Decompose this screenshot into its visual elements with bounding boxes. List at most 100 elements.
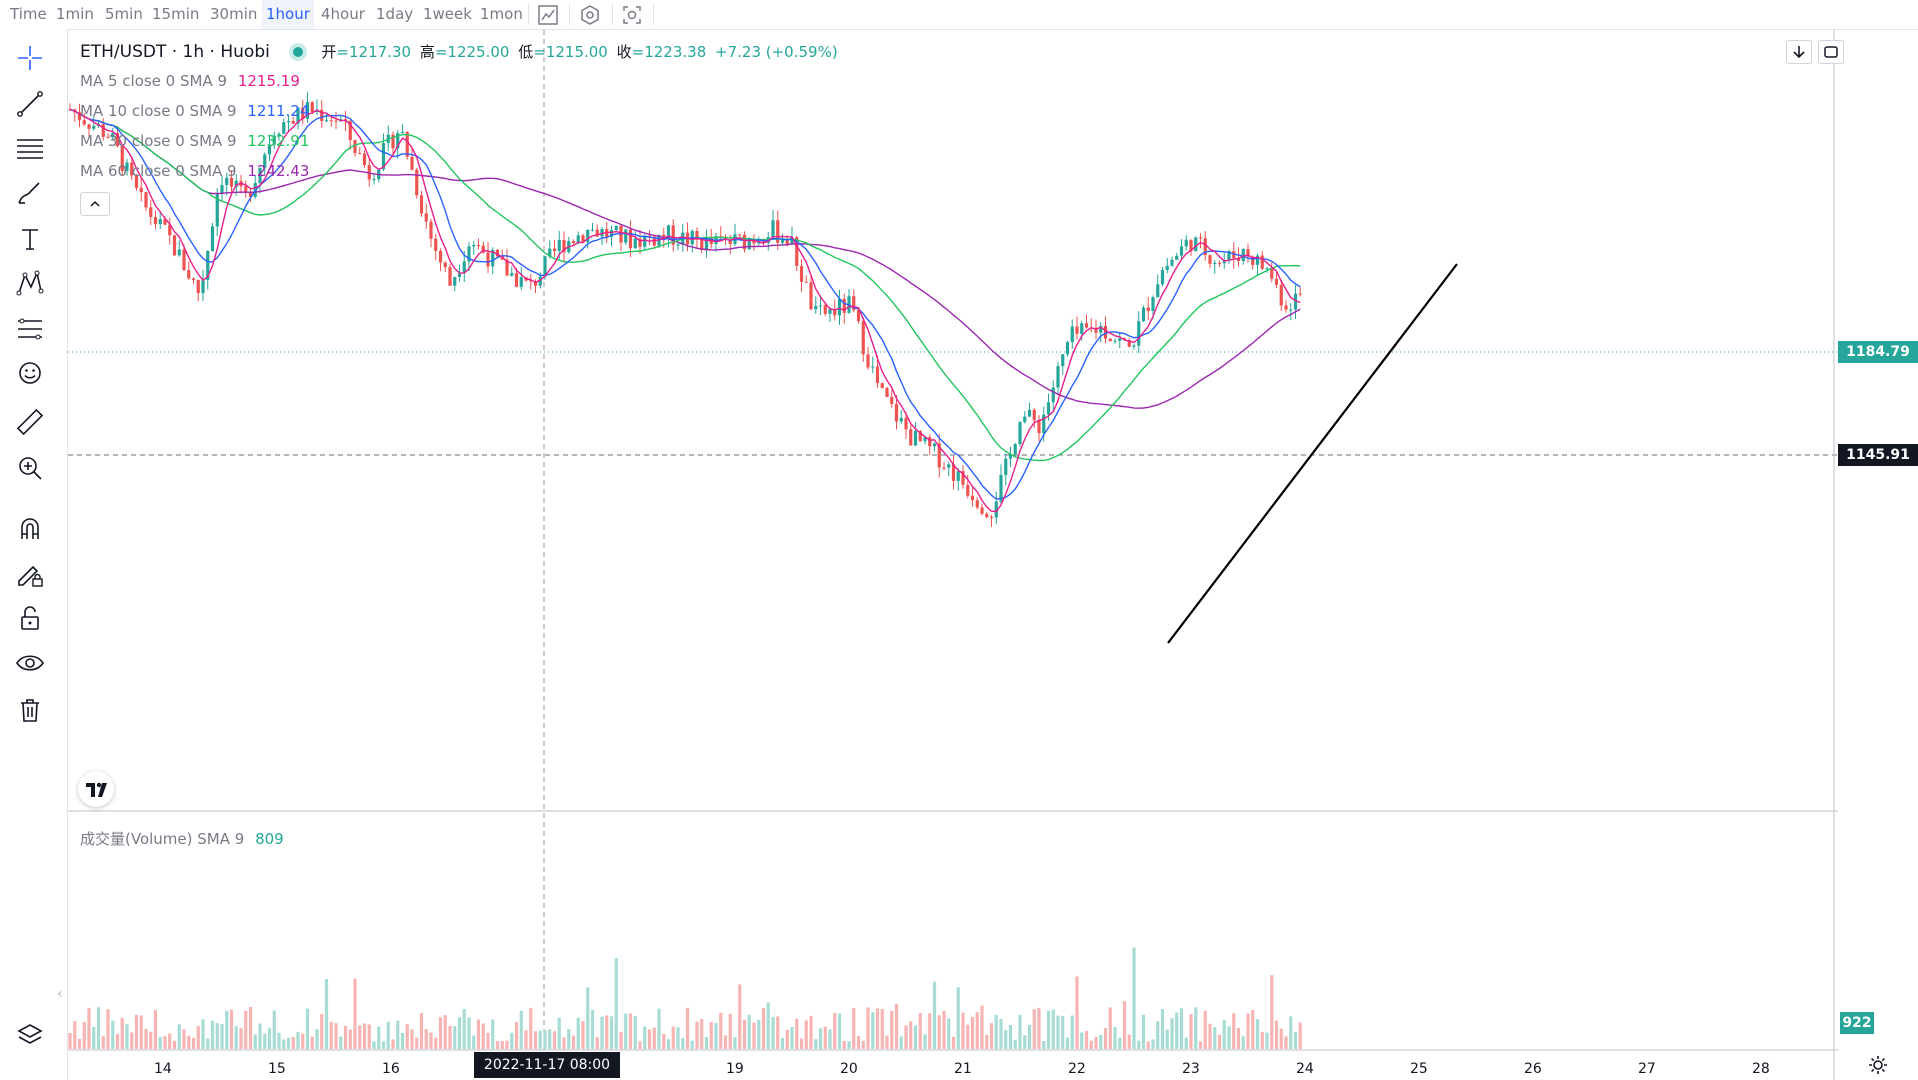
volume-bar (187, 1035, 191, 1049)
tf-4hour[interactable]: 4hour (321, 5, 365, 23)
tf-15min[interactable]: 15min (152, 5, 200, 23)
volume-bar (272, 1010, 276, 1049)
candle-body (1013, 443, 1017, 455)
volume-bar (1203, 1010, 1207, 1049)
price-chart[interactable]: 1300.001280.001260.001240.001220.001200.… (68, 30, 1838, 1080)
indicator-icon[interactable] (578, 3, 602, 27)
ruler-icon[interactable] (14, 406, 46, 438)
candle-body (115, 133, 120, 147)
candle-body (258, 167, 262, 183)
volume-bar (524, 1030, 528, 1049)
tf-1hour[interactable]: 1hour (262, 0, 314, 29)
volume-bar (457, 1017, 462, 1049)
emoji-icon[interactable] (14, 357, 46, 389)
zoom-in-icon[interactable] (14, 452, 46, 484)
volume-bar (1222, 1020, 1226, 1049)
layers-icon[interactable] (14, 1019, 46, 1051)
drawing-toolbar (0, 29, 68, 1080)
chart-type-icon[interactable] (536, 3, 560, 27)
screenshot-icon[interactable] (620, 3, 644, 27)
volume-bar (438, 1017, 443, 1049)
volume-bar (362, 1023, 367, 1049)
tradingview-logo[interactable] (78, 771, 114, 807)
candle-body (913, 431, 918, 446)
pattern-icon[interactable] (14, 267, 46, 299)
volume-bar (733, 1037, 737, 1049)
candle-body (1065, 342, 1070, 355)
volume-bar (73, 1021, 77, 1049)
volume-bar (82, 1022, 86, 1049)
tf-5min[interactable]: 5min (105, 5, 143, 23)
volume-legend[interactable]: 成交量(Volume) SMA 9 809 (80, 830, 284, 848)
candle-body (538, 276, 542, 286)
trendline-icon[interactable] (14, 88, 46, 120)
time-axis-label: 19 (726, 1061, 744, 1077)
ma30-legend[interactable]: MA 30 close 0 SMA 9 1232.91 (80, 132, 310, 150)
volume-bar (367, 1024, 371, 1049)
unlock-icon[interactable] (14, 602, 46, 634)
ma60-line (69, 108, 1301, 409)
trash-icon[interactable] (14, 694, 46, 726)
candle-body (229, 177, 234, 187)
volume-bar (519, 1010, 523, 1049)
candle-body (975, 500, 979, 508)
candle-body (130, 162, 134, 176)
download-button[interactable] (1786, 40, 1812, 64)
candle-body (1241, 249, 1245, 262)
volume-bar (220, 1024, 224, 1049)
ma5-legend[interactable]: MA 5 close 0 SMA 9 1215.19 (80, 72, 300, 90)
candle-body (576, 235, 580, 244)
settings-gear-icon[interactable] (1866, 1053, 1890, 1077)
tf-30min[interactable]: 30min (210, 5, 258, 23)
crosshair-icon[interactable] (14, 42, 46, 74)
candle-body (1189, 239, 1193, 252)
collapse-legend-button[interactable] (80, 192, 110, 216)
tf-1min[interactable]: 1min (56, 5, 94, 23)
tf-1week[interactable]: 1week (423, 5, 472, 23)
text-icon[interactable] (14, 223, 46, 255)
ma60-legend[interactable]: MA 60 close 0 SMA 9 1242.43 (80, 162, 310, 180)
lock-draw-icon[interactable] (14, 557, 46, 589)
crosshair-price-tag: 1145.91 (1838, 444, 1918, 466)
scroll-left-arrow[interactable]: ‹ (57, 986, 63, 1002)
brush-icon[interactable] (14, 177, 46, 209)
volume-bar (1137, 1040, 1141, 1049)
horizontal-lines-icon[interactable] (14, 132, 46, 164)
candle-body (177, 249, 181, 256)
volume-bar (1065, 1037, 1070, 1049)
candle-body (638, 238, 642, 247)
volume-bar (880, 1008, 884, 1049)
volume-bar (875, 1008, 880, 1049)
symbol-title[interactable]: ETH/USDT · 1h · Huobi (80, 42, 270, 62)
volume-bar (462, 1009, 466, 1049)
tf-time[interactable]: Time (10, 5, 47, 23)
fullscreen-button[interactable] (1818, 40, 1844, 64)
volume-bar (101, 1036, 105, 1049)
candle-body (277, 133, 281, 136)
volume-bar (1094, 1036, 1098, 1049)
fib-icon[interactable] (14, 313, 46, 345)
candle-body (609, 230, 614, 237)
tf-1day[interactable]: 1day (376, 5, 414, 23)
volume-bar (1208, 1023, 1212, 1049)
volume-bar (1061, 1015, 1065, 1049)
volume-bar (638, 1041, 642, 1049)
volume-bar (286, 1037, 291, 1049)
candle-body (438, 250, 443, 263)
volume-bar (871, 1012, 875, 1049)
magnet-icon[interactable] (14, 513, 46, 545)
candle-body (548, 248, 552, 257)
candle-body (833, 309, 837, 316)
volume-bar (343, 1025, 348, 1049)
volume-bar (557, 1017, 561, 1049)
volume-bar (624, 1013, 628, 1049)
candle-body (590, 229, 595, 231)
candle-body (928, 437, 932, 447)
candle-body (1179, 246, 1184, 256)
candle-body (719, 236, 723, 238)
tf-1mon[interactable]: 1mon (480, 5, 523, 23)
candle-body (505, 259, 509, 276)
ma10-legend[interactable]: MA 10 close 0 SMA 9 1211.24 (80, 102, 310, 120)
candle-body (1270, 268, 1274, 279)
eye-icon[interactable] (14, 647, 46, 679)
